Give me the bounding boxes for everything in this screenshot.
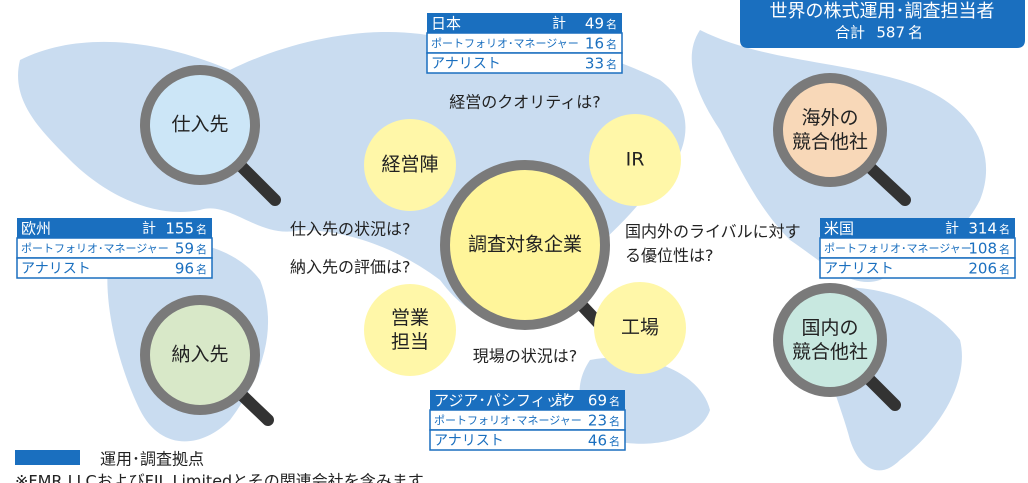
region-name: アジア･パシフィック — [434, 392, 576, 410]
label-line: 担当 — [391, 331, 429, 353]
row-unit: 名 — [609, 434, 620, 448]
question: 経営のクオリティは? — [449, 93, 601, 112]
title-box — [740, 0, 1025, 48]
region-total: 314 — [968, 220, 997, 238]
row-unit: 名 — [606, 37, 617, 51]
magnifier-handle — [236, 389, 274, 426]
region-total-label: 計 — [945, 221, 959, 237]
row-label: アナリスト — [21, 261, 91, 277]
magnifier-handle — [235, 160, 281, 206]
regions: 日本計 49 名ポートフォリオ･マネージャー 16 名アナリスト 33 名欧州計 155 名ポー… — [16, 13, 1016, 451]
region-name: 日本 — [431, 15, 461, 33]
label: 国内の競合他社 — [792, 317, 868, 363]
region-total: 49 — [585, 15, 604, 33]
row-label: ポートフォリオ･マネージャー — [824, 242, 972, 255]
region-header — [820, 218, 1015, 238]
question-line: る優位性は? — [625, 246, 714, 265]
title-total-label: 合計 — [835, 24, 865, 42]
region-row — [16, 257, 213, 279]
row-unit: 名 — [606, 57, 617, 71]
question-line: 国内外のライバルに対す — [625, 222, 801, 241]
question: 現場の状況は? — [473, 347, 578, 366]
label: 海外の競合他社 — [792, 107, 868, 153]
region-row — [426, 52, 623, 74]
region-total: 69 — [588, 392, 607, 410]
row-label: アナリスト — [824, 261, 894, 277]
region-total-label: 計 — [142, 221, 156, 237]
label-line: 営業 — [391, 307, 429, 329]
region-name: 欧州 — [21, 220, 51, 238]
region-header — [427, 13, 622, 33]
label: 工場 — [621, 317, 659, 339]
label-line: 海外の — [801, 107, 858, 129]
region-unit: 名 — [606, 17, 617, 31]
topic-circle — [589, 114, 681, 206]
row-label: ポートフォリオ･マネージャー — [434, 414, 582, 427]
title-unit: 名 — [908, 24, 923, 42]
magnifier-handle — [863, 373, 901, 411]
magnifier — [140, 295, 260, 415]
region-header — [430, 390, 625, 410]
label: 仕入先 — [171, 114, 228, 136]
row-label: アナリスト — [431, 56, 501, 72]
label-line: 競合他社 — [792, 341, 868, 363]
label: 営業担当 — [391, 307, 429, 353]
topic-circle — [364, 119, 456, 211]
row-label: ポートフォリオ･マネージャー — [21, 242, 169, 255]
row-unit: 名 — [999, 262, 1010, 276]
topic-circle — [364, 284, 456, 376]
topic-circle — [594, 282, 686, 374]
region-row — [429, 429, 626, 451]
row-unit: 名 — [609, 414, 620, 428]
title-total: 587 — [876, 24, 905, 42]
region-row — [819, 257, 1016, 279]
row-value: 33 — [585, 55, 604, 73]
region-header — [17, 218, 212, 238]
legend-swatch — [15, 450, 80, 465]
row-unit: 名 — [999, 242, 1010, 256]
region-total-label: 計 — [555, 393, 569, 409]
region-unit: 名 — [196, 222, 207, 236]
title-heading: 世界の株式運用･調査担当者 — [770, 1, 995, 22]
label: 納入先 — [171, 344, 228, 366]
row-value: 206 — [968, 260, 997, 278]
region-unit: 名 — [999, 222, 1010, 236]
footnote: ※FMR LLCおよびFIL Limitedとその関連会社を含みます — [15, 472, 424, 483]
magnifier-handle — [864, 162, 911, 206]
center-magnifier — [440, 160, 610, 330]
region-total: 155 — [165, 220, 194, 238]
row-value: 23 — [588, 412, 607, 430]
region-name: 米国 — [824, 220, 854, 238]
label: 経営陣 — [381, 154, 438, 176]
legend-label: 運用･調査拠点 — [100, 450, 204, 469]
question: 納入先の評価は? — [290, 258, 411, 277]
region-total-label: 計 — [552, 16, 566, 32]
row-label: アナリスト — [434, 433, 504, 449]
row-unit: 名 — [196, 242, 207, 256]
label: IR — [626, 149, 645, 171]
magnifier — [773, 73, 887, 187]
row-label: ポートフォリオ･マネージャー — [431, 37, 579, 50]
row-unit: 名 — [196, 262, 207, 276]
label: 調査対象企業 — [468, 234, 582, 256]
label-line: 国内の — [801, 317, 858, 339]
magnifier — [140, 65, 260, 185]
label-line: 競合他社 — [792, 131, 868, 153]
row-value: 108 — [968, 240, 997, 258]
row-value: 59 — [175, 240, 194, 258]
question: 国内外のライバルに対する優位性は? — [625, 222, 801, 265]
row-value: 16 — [585, 35, 604, 53]
region-unit: 名 — [609, 394, 620, 408]
question: 仕入先の状況は? — [290, 220, 411, 239]
row-value: 96 — [175, 260, 194, 278]
row-value: 46 — [588, 432, 607, 450]
magnifier — [773, 283, 887, 397]
